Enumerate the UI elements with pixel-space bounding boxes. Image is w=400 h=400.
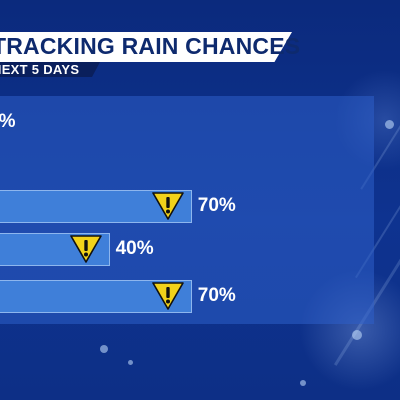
data-label: 40% bbox=[115, 238, 154, 259]
rain-drop bbox=[385, 120, 394, 129]
warning-icon bbox=[151, 282, 184, 310]
chart-subtitle: NEXT 5 DAYS bbox=[0, 62, 80, 77]
rain-drop bbox=[300, 380, 306, 386]
chart-title: TRACKING RAIN CHANCES bbox=[0, 33, 301, 59]
subtitle-banner bbox=[0, 62, 100, 77]
warning-icon bbox=[151, 192, 184, 220]
rain-drop bbox=[128, 360, 133, 365]
data-label: 70% bbox=[197, 195, 236, 216]
title-banner bbox=[0, 32, 292, 62]
rain-drop bbox=[352, 330, 362, 340]
warning-icon bbox=[69, 235, 102, 263]
data-label: 0% bbox=[0, 111, 16, 132]
rain-drop bbox=[100, 345, 108, 353]
data-label: 70% bbox=[197, 285, 236, 306]
